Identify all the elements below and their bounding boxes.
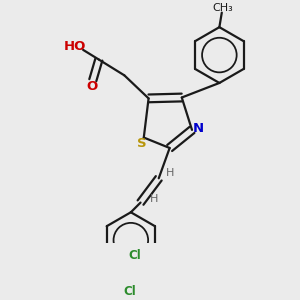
- Text: H: H: [166, 169, 174, 178]
- Text: CH₃: CH₃: [213, 3, 233, 13]
- Text: HO: HO: [63, 40, 86, 53]
- Text: S: S: [136, 137, 146, 150]
- Text: O: O: [86, 80, 97, 94]
- Text: N: N: [193, 122, 204, 135]
- Text: Cl: Cl: [128, 249, 141, 262]
- Text: H: H: [150, 194, 158, 204]
- Text: Cl: Cl: [123, 285, 136, 298]
